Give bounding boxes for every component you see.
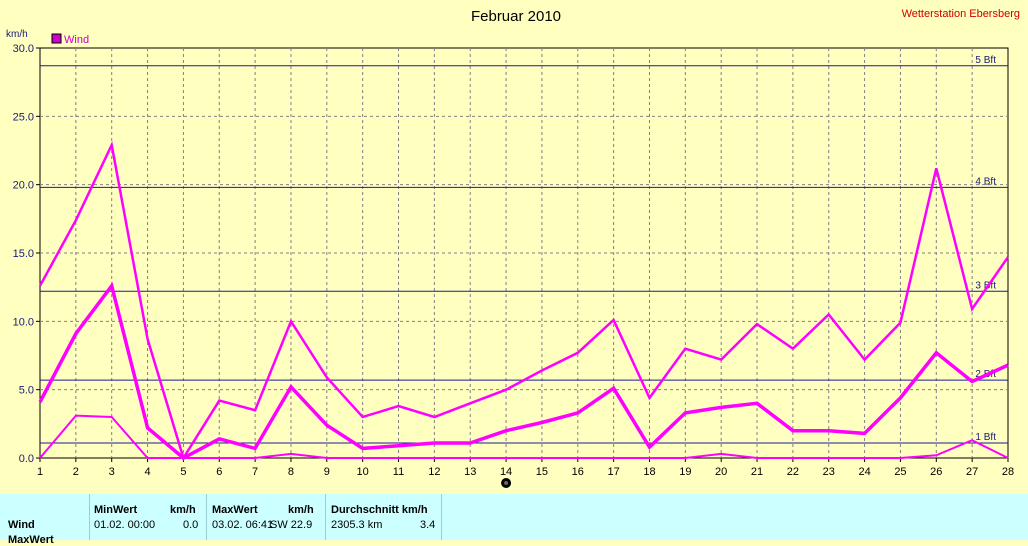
min-date: 01.02. 00:00	[94, 519, 156, 531]
x-tick-label: 2	[73, 466, 79, 478]
beaufort-label: 1 Bft	[975, 432, 996, 443]
max-unit-header: km/h	[288, 504, 314, 516]
x-tick-label: 10	[357, 466, 369, 478]
grid-lines	[40, 48, 1008, 458]
y-axis-ticks: 0.0 5.0 10.0 15.0 20.0 25.0 30.0	[13, 43, 40, 465]
x-tick-label: 14	[500, 466, 512, 478]
x-tick-label: 27	[966, 466, 978, 478]
max-dir-value: SW 22.9	[270, 519, 313, 531]
y-tick-label: 5.0	[19, 385, 34, 397]
y-tick-label: 0.0	[19, 453, 34, 465]
x-tick-label: 21	[751, 466, 763, 478]
avg-distance: 2305.3 km	[331, 519, 383, 531]
max-header: MaxWert	[212, 504, 258, 516]
x-tick-label: 6	[216, 466, 222, 478]
x-tick-label: 20	[715, 466, 727, 478]
x-tick-label: 18	[643, 466, 655, 478]
avg-value: 3.4	[420, 519, 436, 531]
max-date: 03.02. 06:41	[212, 519, 274, 531]
row-label-next: MaxWert	[8, 534, 54, 546]
x-tick-label: 12	[428, 466, 440, 478]
x-tick-label: 26	[930, 466, 942, 478]
y-tick-label: 15.0	[13, 248, 34, 260]
y-tick-label: 30.0	[13, 43, 34, 55]
series-min-line	[39, 414, 1009, 459]
series-mean-line	[38, 281, 1009, 461]
x-tick-label: 9	[324, 466, 330, 478]
x-tick-label: 19	[679, 466, 691, 478]
x-tick-label: 28	[1002, 466, 1014, 478]
x-tick-label: 23	[823, 466, 835, 478]
x-tick-label: 7	[252, 466, 258, 478]
x-tick-label: 25	[894, 466, 906, 478]
x-tick-label: 3	[109, 466, 115, 478]
y-tick-label: 10.0	[13, 316, 34, 328]
avg-header: Durchschnitt km/h	[331, 504, 428, 516]
x-axis-ticks: 1 2 3 4 5 6 7 8 9 10 11 12 13 14 15 16 17 18 19 20 21 22 23 24 2…	[37, 458, 1014, 478]
x-tick-label: 16	[572, 466, 584, 478]
min-header: MinWert	[94, 504, 138, 516]
current-day-marker	[501, 478, 512, 488]
x-tick-label: 15	[536, 466, 548, 478]
x-tick-label: 1	[37, 466, 43, 478]
series-max-line	[38, 140, 1010, 462]
legend-swatch	[51, 33, 62, 44]
legend-label: Wind	[64, 34, 89, 46]
beaufort-label: 5 Bft	[975, 55, 996, 66]
x-tick-label: 13	[464, 466, 476, 478]
beaufort-label: 3 Bft	[975, 280, 996, 291]
min-unit-header: km/h	[170, 504, 196, 516]
x-tick-label: 8	[288, 466, 294, 478]
row-label-wind: Wind	[8, 519, 35, 531]
station-name: Wetterstation Ebersberg	[902, 8, 1020, 20]
marker-dot-inner	[504, 481, 509, 485]
y-tick-label: 25.0	[13, 111, 34, 123]
x-tick-label: 5	[180, 466, 186, 478]
stats-panel: MinWert km/h MaxWert km/h Durchschnitt k…	[0, 494, 1028, 546]
x-tick-label: 4	[144, 466, 150, 478]
min-value: 0.0	[183, 519, 199, 531]
chart-title: Februar 2010	[471, 8, 561, 25]
x-tick-label: 17	[608, 466, 620, 478]
y-axis-unit: km/h	[6, 29, 28, 40]
y-tick-label: 20.0	[13, 180, 34, 192]
x-tick-label: 22	[787, 466, 799, 478]
beaufort-label: 4 Bft	[975, 176, 996, 187]
x-tick-label: 11	[393, 466, 404, 478]
x-tick-label: 24	[858, 466, 870, 478]
series-lines	[38, 140, 1010, 462]
